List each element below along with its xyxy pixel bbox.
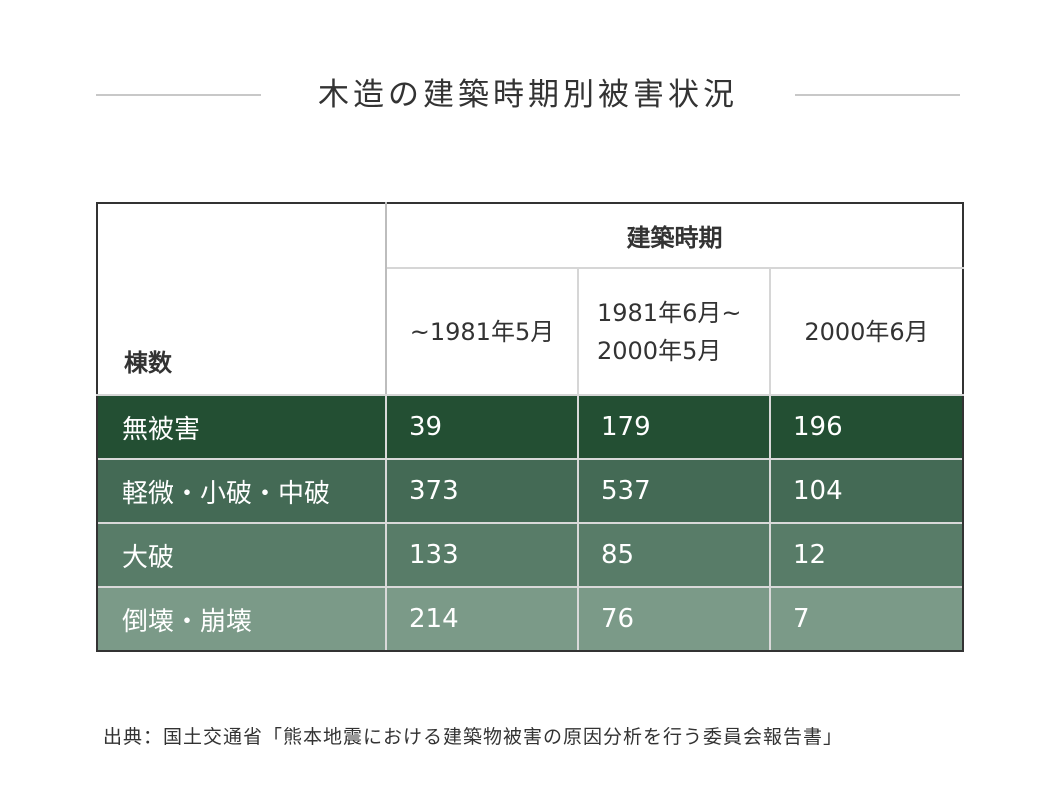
table-row: 軽微・小破・中破 373 537 104 [96,458,965,523]
stub-header: 棟数 [96,202,387,396]
table-cell: 85 [578,522,771,587]
table-cell: 76 [578,586,771,652]
table-cell: 104 [770,458,965,523]
table-row: 無被害 39 179 196 [96,394,965,459]
period-group-header: 建築時期 [384,202,965,269]
table-cell: 179 [578,394,771,459]
table-cell: 39 [386,394,579,459]
table-cell: 537 [578,458,771,523]
row-label: 倒壊・崩壊 [96,586,387,652]
period-header-2: 1981年6月~ 2000年5月 [577,267,771,396]
row-label: 軽微・小破・中破 [96,458,387,523]
table-cell: 133 [386,522,579,587]
source-note: 出典：国土交通省「熊本地震における建築物被害の原因分析を行う委員会報告書」 [103,726,844,748]
title-rule-right [795,94,960,96]
title-block: 木造の建築時期別被害状況 [96,72,960,118]
period-header-3: 2000年6月 [768,267,965,396]
period-header-1: ~1981年5月 [385,267,579,396]
table-cell: 12 [770,522,965,587]
page-title: 木造の建築時期別被害状況 [318,77,738,113]
damage-table-container: 棟数 建築時期 ~1981年5月 1981年6月~ 2000年5月 2000年6… [96,202,965,652]
title-rule-left [96,94,261,96]
table-row: 大破 133 85 12 [96,522,965,587]
table-cell: 7 [770,586,965,652]
table-cell: 373 [386,458,579,523]
row-label: 大破 [96,522,387,587]
row-label: 無被害 [96,394,387,459]
table-row: 倒壊・崩壊 214 76 7 [96,586,965,652]
damage-table: 棟数 建築時期 ~1981年5月 1981年6月~ 2000年5月 2000年6… [96,202,965,652]
table-cell: 196 [770,394,965,459]
table-cell: 214 [386,586,579,652]
